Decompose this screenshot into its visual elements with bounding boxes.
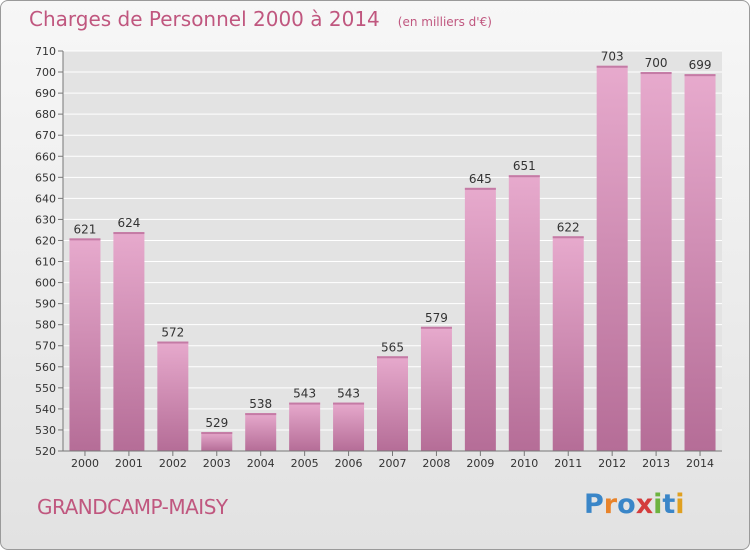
- bar-2012: [596, 65, 628, 451]
- chart-title-text: Charges de Personnel 2000 à 2014: [29, 7, 380, 31]
- y-tick-label: 630: [35, 213, 56, 226]
- y-tick-label: 600: [35, 277, 56, 290]
- bar-cap-2014: [684, 74, 716, 77]
- y-tick-label: 700: [35, 66, 56, 79]
- x-tick-label-2007: 2007: [379, 457, 407, 470]
- bar-2001: [113, 232, 145, 451]
- bar-2010: [508, 175, 540, 452]
- bar-2000: [69, 238, 101, 451]
- data-label-2011: 622: [557, 220, 580, 234]
- x-tick-label-2006: 2006: [335, 457, 363, 470]
- bar-2014: [684, 74, 716, 451]
- data-labels: 621 624 572 529 538 543 543 565 579 645 651 622 703 7…: [74, 50, 712, 430]
- bar-cap-2007: [377, 356, 408, 359]
- data-label-2003: 529: [205, 416, 228, 430]
- bar-2013: [640, 72, 672, 451]
- x-tick-label-2013: 2013: [642, 457, 670, 470]
- bar-cap-2002: [157, 341, 189, 344]
- bar-cap-2001: [113, 232, 145, 235]
- bar-cap-2013: [640, 72, 672, 75]
- bar-2008: [420, 326, 452, 451]
- bar-2004: [245, 413, 277, 451]
- bar-2003: [201, 432, 233, 451]
- bar-cap-2009: [464, 187, 496, 190]
- chart-subtitle: (en milliers d'€): [397, 15, 492, 29]
- data-label-2012: 703: [601, 50, 624, 64]
- y-tick-label: 640: [35, 192, 56, 205]
- x-tick-label-2002: 2002: [159, 457, 187, 470]
- x-tick-label-2008: 2008: [422, 457, 450, 470]
- bar-cap-2008: [420, 326, 452, 329]
- bar-cap-2012: [596, 65, 628, 68]
- data-label-2014: 699: [689, 58, 712, 72]
- x-tick-label-2005: 2005: [291, 457, 319, 470]
- x-tick-label-2011: 2011: [554, 457, 582, 470]
- y-tick-label: 520: [35, 445, 56, 458]
- y-tick-label: 670: [35, 129, 56, 142]
- bars: [69, 65, 716, 452]
- x-tick-label-2004: 2004: [247, 457, 275, 470]
- logo-letter: t: [662, 489, 676, 520]
- y-tick-label: 620: [35, 234, 56, 247]
- y-tick-label: 660: [35, 150, 56, 163]
- bar-2005: [289, 402, 321, 451]
- data-label-2001: 624: [117, 216, 140, 230]
- bar-cap-2000: [69, 238, 101, 241]
- y-tick-label: 610: [35, 256, 56, 269]
- bar-cap-2004: [245, 413, 277, 416]
- bar-2011: [552, 236, 584, 451]
- x-tick-label-2009: 2009: [466, 457, 494, 470]
- town-name: GRANDCAMP-MAISY: [37, 495, 228, 519]
- y-tick-label: 560: [35, 361, 56, 374]
- x-tick-label-2003: 2003: [203, 457, 231, 470]
- data-label-2013: 700: [645, 56, 668, 70]
- bar-2006: [333, 402, 365, 451]
- y-tick-label: 680: [35, 108, 56, 121]
- bar-cap-2003: [201, 432, 233, 435]
- bar-cap-2006: [333, 402, 365, 405]
- data-label-2009: 645: [469, 172, 492, 186]
- bar-2002: [157, 341, 189, 451]
- data-label-2006: 543: [337, 387, 360, 401]
- bar-cap-2010: [508, 175, 540, 178]
- bar-2009: [464, 187, 496, 451]
- x-tick-label-2010: 2010: [510, 457, 538, 470]
- x-tick-label-2000: 2000: [71, 457, 99, 470]
- y-tick-label: 690: [35, 87, 56, 100]
- y-tick-label: 540: [35, 403, 56, 416]
- y-axis: 520 530 540 550 560 570 580 590 600 610 620 630 640 6…: [35, 45, 64, 458]
- x-tick-label-2012: 2012: [598, 457, 626, 470]
- bar-cap-2005: [289, 402, 321, 405]
- y-tick-label: 590: [35, 298, 56, 311]
- data-label-2004: 538: [249, 397, 272, 411]
- x-tick-label-2014: 2014: [686, 457, 714, 470]
- bar-2007: [377, 356, 408, 451]
- chart-title: Charges de Personnel 2000 à 2014 (en mill…: [29, 7, 492, 31]
- y-tick-label: 530: [35, 424, 56, 437]
- data-label-2002: 572: [161, 326, 184, 340]
- data-label-2008: 579: [425, 311, 448, 325]
- y-tick-label: 650: [35, 171, 56, 184]
- data-label-2007: 565: [381, 340, 404, 354]
- y-tick-label: 710: [35, 45, 56, 58]
- proxiti-logo[interactable]: Proxiti: [584, 489, 685, 520]
- x-axis: 2000 2001 2002 2003 2004 2005 2006 2007 2008 2009…: [63, 450, 722, 470]
- y-tick-label: 550: [35, 382, 56, 395]
- logo-letter: x: [635, 489, 654, 520]
- bar-cap-2011: [552, 236, 584, 239]
- logo-letter: P: [584, 489, 604, 520]
- x-tick-label-2001: 2001: [115, 457, 143, 470]
- y-tick-label: 570: [35, 340, 56, 353]
- y-tick-label: 580: [35, 319, 56, 332]
- data-label-2005: 543: [293, 387, 316, 401]
- logo-letter: r: [603, 489, 618, 520]
- data-label-2000: 621: [74, 222, 97, 236]
- logo-letter: o: [617, 489, 636, 520]
- logo-letter: i: [675, 489, 685, 520]
- logo-letter: i: [653, 489, 663, 520]
- data-label-2010: 651: [513, 159, 536, 173]
